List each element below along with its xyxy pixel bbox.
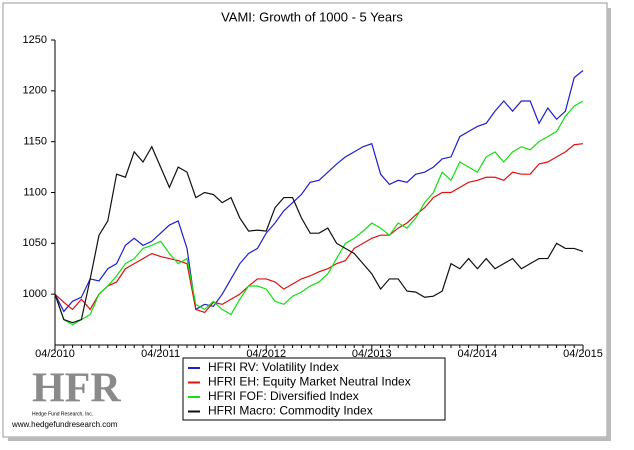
x-tick-label: 04/2011 — [141, 348, 180, 360]
legend — [182, 357, 446, 421]
logo-mark: HFR — [32, 366, 121, 412]
series-line — [54, 145, 584, 324]
x-tick-label: 04/2013 — [352, 348, 392, 360]
series-line — [54, 100, 584, 326]
x-tick-label: 04/2012 — [246, 348, 286, 360]
series-line — [54, 143, 584, 314]
legend-label: HFRI EH: Equity Market Neutral Index — [208, 375, 411, 389]
chart-title: VAMI: Growth of 1000 - 5 Years — [221, 9, 403, 24]
legend-label: HFRI FOF: Diversified Index — [208, 389, 359, 403]
y-tick-label: 1000 — [23, 288, 47, 300]
x-tick-label: 04/2014 — [458, 348, 498, 360]
y-tick-label: 1150 — [23, 136, 47, 148]
x-tick-label: 04/2010 — [35, 348, 75, 360]
frame-shadow — [607, 8, 611, 440]
legend-label: HFRI Macro: Commodity Index — [208, 404, 373, 418]
legend-label: HFRI RV: Volatility Index — [208, 360, 339, 374]
y-tick-label: 1100 — [23, 186, 47, 198]
frame-shadow — [8, 437, 611, 441]
series-line — [54, 70, 584, 313]
logo-company: Hedge Fund Research, Inc. — [32, 411, 93, 417]
x-tick-label: 04/2015 — [563, 348, 603, 360]
y-tick-label: 1200 — [23, 85, 47, 97]
y-tick-label: 1250 — [23, 34, 47, 46]
y-tick-label: 1050 — [23, 237, 47, 249]
logo-url: www.hedgefundresearch.com — [11, 420, 118, 429]
